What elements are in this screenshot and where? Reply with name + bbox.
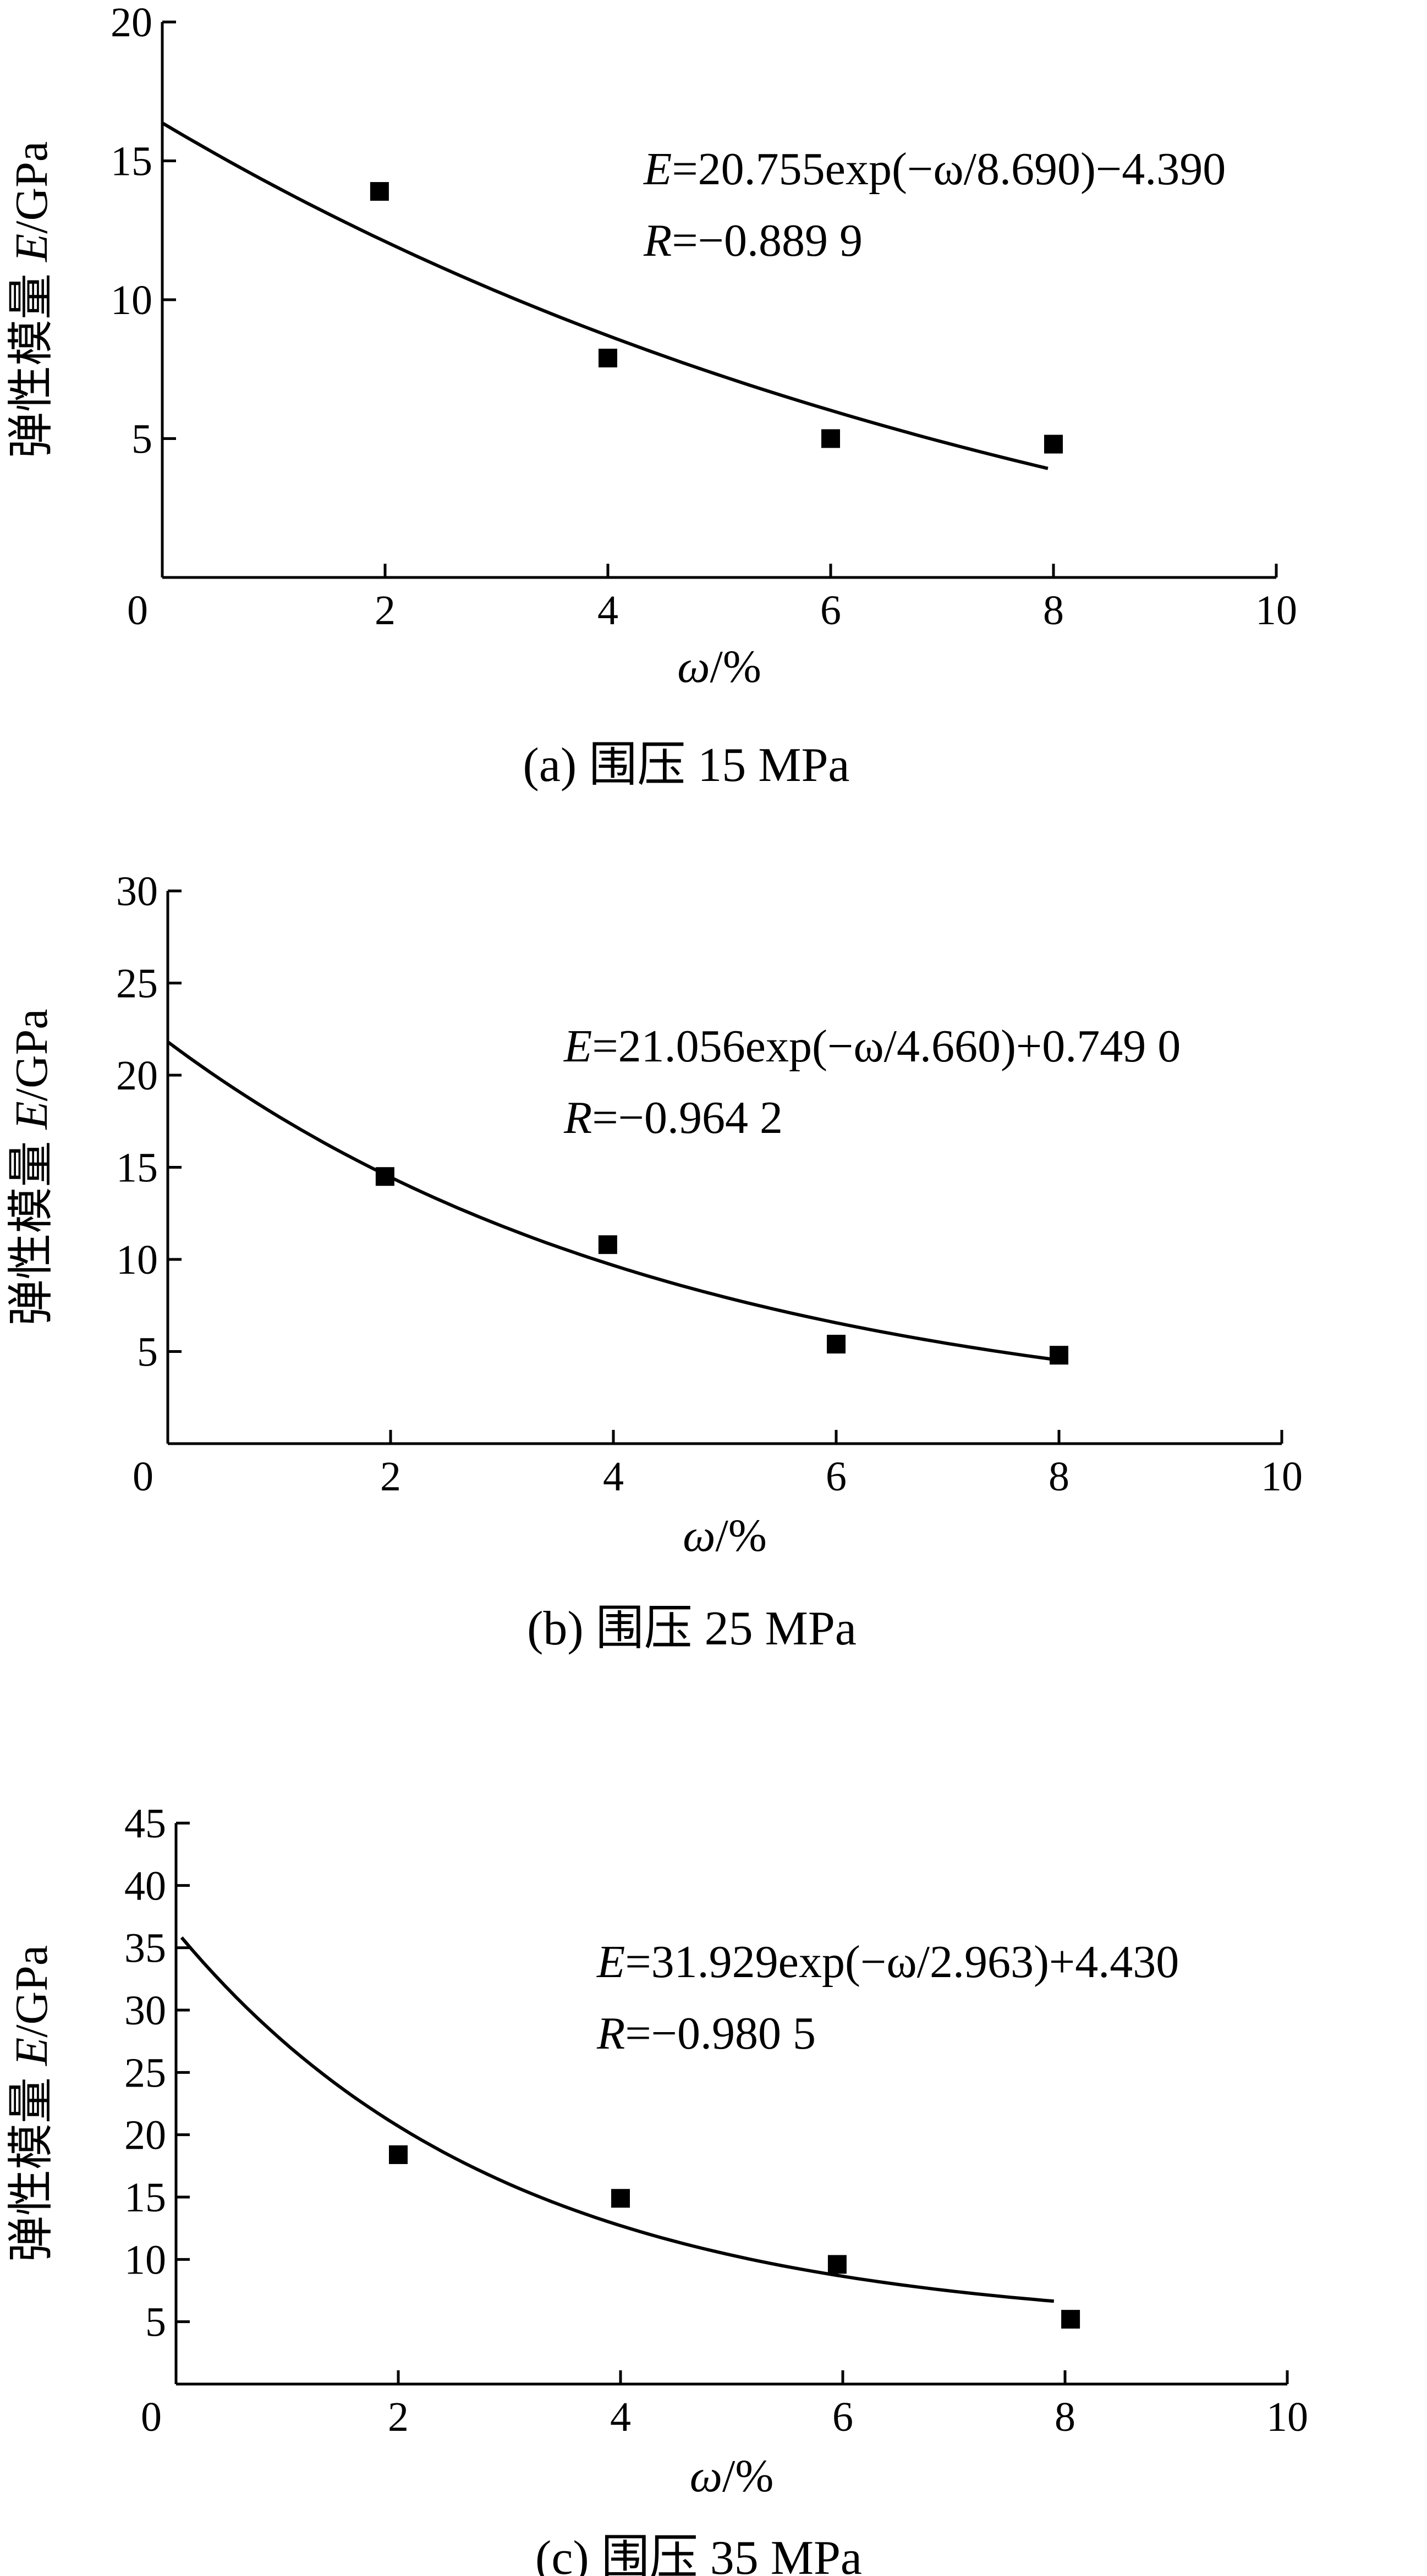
data-point [611,2189,630,2208]
x-tick-label: 10 [1261,1454,1303,1500]
x-tick-label: 4 [610,2394,631,2440]
y-tick-label: 30 [124,1988,166,2034]
x-tick-label: 2 [380,1454,401,1500]
correlation-r: R=−0.964 2 [563,1092,783,1143]
x-axis-label: ω/% [690,2451,774,2502]
data-point [370,182,389,201]
y-tick-label: 25 [124,2050,166,2096]
x-tick-label: 4 [597,587,618,634]
x-tick-label: 0 [133,1454,153,1500]
y-tick-label: 10 [124,2237,166,2283]
fit-equation: E=21.056exp(−ω/4.660)+0.749 0 [563,1021,1181,1072]
y-tick-label: 5 [137,1329,158,1375]
data-point [827,1335,846,1354]
data-point [1044,434,1063,454]
y-tick-label: 15 [116,1145,158,1191]
x-tick-label: 6 [832,2394,853,2440]
x-tick-label: 10 [1255,587,1297,634]
chart-panel-b: 0 2 4 6 8 10 5 10 15 20 25 30 E=21.056exp(−ω/4.660)+… [6,868,1303,1655]
x-tick-label: 8 [1055,2394,1075,2440]
y-tick-label: 30 [116,868,158,915]
panel-caption: (c) 围压 35 MPa [535,2531,862,2576]
chart-panel-a: 0 2 4 6 8 10 5 10 15 20 E=20.755exp(−ω/8.690)−4.39… [6,0,1297,792]
data-point [821,429,840,448]
y-tick-label: 20 [111,0,152,46]
fit-equation: E=20.755exp(−ω/8.690)−4.390 [643,144,1226,195]
y-tick-label: 5 [145,2299,166,2346]
data-point [375,1167,394,1186]
y-axis-label: 弹性模量 E/GPa [6,141,57,458]
fit-equation: E=31.929exp(−ω/2.963)+4.430 [596,1936,1179,1988]
y-tick-label: 20 [116,1053,158,1099]
data-point [389,2145,408,2164]
y-tick-label: 40 [124,1863,166,1909]
y-tick-label: 25 [116,961,158,1007]
data-point [1050,1346,1068,1365]
data-point [598,1235,617,1254]
x-tick-label: 6 [820,587,841,634]
chart-panel-c: 0 2 4 6 8 10 5 10 15 20 25 30 35 40 45 E=31.929exp(−ω/2… [6,1801,1308,2576]
x-tick-label: 8 [1043,587,1064,634]
data-point [1061,2310,1080,2329]
x-tick-label: 10 [1266,2394,1308,2440]
x-axis-label: ω/% [683,1510,767,1561]
x-tick-label: 0 [127,587,148,634]
correlation-r: R=−0.980 5 [596,2008,816,2059]
fit-curve [180,1936,1055,2303]
data-point [827,2255,847,2274]
x-tick-label: 8 [1049,1454,1069,1500]
panel-caption: (b) 围压 25 MPa [527,1602,857,1655]
correlation-r: R=−0.889 9 [643,215,863,266]
y-axis-label: 弹性模量 E/GPa [6,1945,57,2262]
x-tick-label: 2 [375,587,396,634]
y-tick-label: 20 [124,2112,166,2159]
x-axis-label: ω/% [677,641,761,692]
data-point [599,349,617,368]
x-tick-label: 2 [388,2394,409,2440]
fit-curve [161,122,1049,470]
y-tick-label: 45 [124,1801,166,1847]
y-axis-label: 弹性模量 E/GPa [6,1009,57,1325]
y-tick-label: 5 [131,416,152,463]
fit-curve [167,1041,1060,1362]
panel-caption: (a) 围压 15 MPa [523,739,850,792]
x-tick-label: 4 [603,1454,624,1500]
y-tick-label: 15 [124,2175,166,2221]
x-tick-label: 6 [826,1454,847,1500]
x-tick-label: 0 [141,2394,162,2440]
y-tick-label: 10 [111,277,152,323]
y-tick-label: 35 [124,1925,166,1972]
y-tick-label: 10 [116,1237,158,1283]
y-tick-label: 15 [111,139,152,185]
